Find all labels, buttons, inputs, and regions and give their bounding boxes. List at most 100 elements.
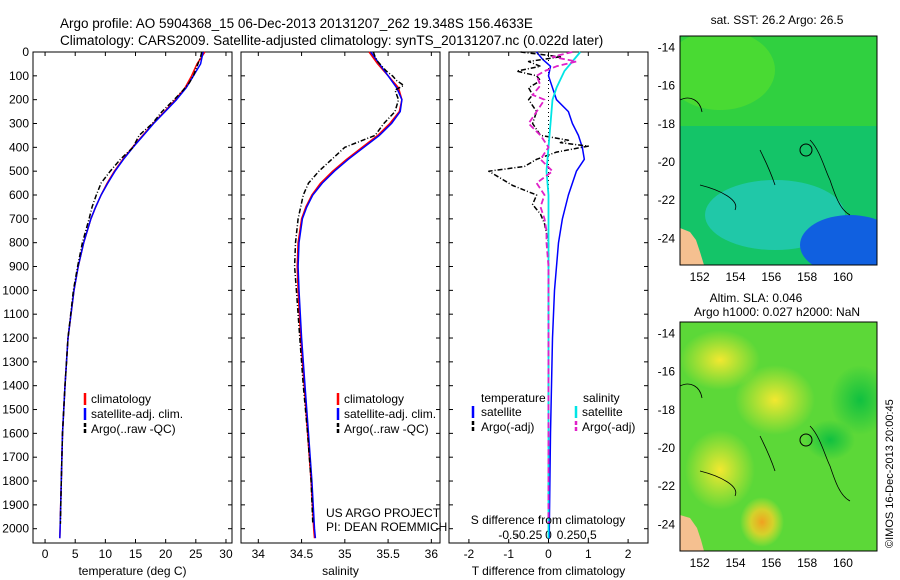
sst-map-frame [679,35,878,266]
x-tick-label: 20 [159,547,173,561]
legend-t-satellite-label: satellite [481,405,522,419]
figure-title-line1: Argo profile: AO 5904368_15 06-Dec-2013 … [60,16,533,31]
map-y-tick-label: -18 [658,117,676,131]
sla-map-frame [679,321,878,552]
project-annotation-line1: US ARGO PROJECT [326,506,441,520]
depth-tick-label: 700 [9,212,29,226]
depth-tick-label: 1900 [2,498,29,512]
land-coast [680,515,704,551]
sla-high-2 [735,365,815,435]
s-tick-label: -0.25 [515,528,543,542]
depth-tick-label: 1500 [2,403,29,417]
x-tick-label: 10 [99,547,113,561]
sst-warm-patch [680,36,775,110]
series-climatology [59,51,206,539]
map-y-tick-label: -20 [658,155,676,169]
x-axis-label: temperature (deg C) [78,564,186,578]
x-tick-label: 30 [219,547,233,561]
depth-tick-label: 1000 [2,283,29,297]
salinity-legend: climatology satellite-adj. clim. Argo(..… [336,392,436,436]
x-tick-label: 35.5 [376,547,400,561]
map-x-tick-label: 158 [797,270,817,284]
sla-high-3 [685,430,755,510]
legend-climatology-label: climatology [91,392,151,406]
map-y-tick-label: -22 [658,193,676,207]
map-y-tick-label: -18 [658,403,676,417]
map-y-tick-label: -24 [658,517,676,531]
legend-satellite-label: satellite-adj. clim. [91,407,183,421]
depth-tick-label: 600 [9,188,29,202]
x-axis-label: salinity [322,564,359,578]
map-x-tick-label: 160 [833,270,853,284]
series-satellite-adj-clim [297,51,403,539]
depth-tick-label: 100 [9,69,29,83]
legend-t-argo-label: Argo(-adj) [481,420,534,434]
map-y-tick-label: -22 [658,479,676,493]
map-x-tick-label: 154 [726,270,746,284]
legend-s-argo-label: Argo(-adj) [582,420,635,434]
depth-tick-label: 1100 [3,307,29,321]
sst-cold-patch [800,215,877,265]
map-y-tick-label: -16 [658,365,676,379]
map-x-tick-label: 152 [690,270,710,284]
sla-low-1 [830,365,877,435]
x-tick-label: 5 [72,547,79,561]
sla-high-core [740,497,784,547]
depth-tick-label: 0 [22,45,29,59]
sla-map-title-line2: Argo h1000: 0.027 h2000: NaN [694,305,860,319]
series-temperature-satellite [536,51,586,539]
s-difference-label: S difference from climatology [471,513,626,527]
legend-argo-label: Argo(..raw -QC) [91,422,176,436]
map-x-tick-label: 156 [761,556,781,570]
depth-tick-label: 500 [9,164,29,178]
x-tick-label: 1 [585,547,592,561]
s-tick-label: 0.25 [557,528,581,542]
depth-tick-label: 1700 [2,450,29,464]
legend-s-satellite-label: satellite [582,405,623,419]
sla-low-2 [805,420,855,460]
depth-tick-label: 300 [9,117,29,131]
depth-tick-label: 900 [9,260,29,274]
map-x-tick-label: 154 [726,556,746,570]
map-x-tick-label: 160 [833,556,853,570]
map-y-tick-label: -20 [658,441,676,455]
temperature-panel [32,51,233,544]
depth-tick-label: 800 [9,236,29,250]
project-annotation-line2: PI: DEAN ROEMMICH [326,520,447,534]
x-tick-label: 36 [425,547,439,561]
legend-title-salinity: salinity [583,391,620,405]
x-tick-label: -1 [503,547,514,561]
land-coast [680,228,704,265]
imos-timestamp: ©IMOS 16-Dec-2013 20:00:45 [884,399,896,548]
depth-tick-label: 1200 [2,331,29,345]
legend-title-temperature: temperature [481,391,546,405]
bathymetry-contour [680,383,851,502]
x-tick-label: 35 [338,547,352,561]
map-x-tick-label: 158 [797,556,817,570]
depth-tick-label: 1300 [2,355,29,369]
s-tick-label: -0.5 [498,528,519,542]
argo-location-marker [799,433,813,447]
bathymetry-contour [680,97,851,216]
depth-tick-label: 1600 [2,426,29,440]
map-y-tick-label: -14 [658,40,676,54]
figure-title-line2: Climatology: CARS2009. Satellite-adjuste… [60,33,603,48]
legend-argo-label: Argo(..raw -QC) [344,422,429,436]
map-y-tick-label: -24 [658,231,676,245]
sst-map-title: sat. SST: 26.2 Argo: 26.5 [711,13,844,27]
x-tick-label: -2 [464,547,475,561]
sla-high-1 [680,330,760,390]
depth-tick-label: 1400 [2,379,29,393]
argo-location-marker [799,143,813,157]
map-x-tick-label: 156 [761,270,781,284]
depth-tick-label: 1800 [2,474,29,488]
sst-map [680,36,877,265]
series-temperature-argo-adj [488,51,590,524]
map-y-tick-label: -14 [658,326,676,340]
depth-tick-label: 400 [9,140,29,154]
legend-satellite-label: satellite-adj. clim. [344,407,436,421]
series-climatology [296,51,403,539]
depth-tick-label: 200 [9,93,29,107]
x-tick-label: 15 [129,547,143,561]
